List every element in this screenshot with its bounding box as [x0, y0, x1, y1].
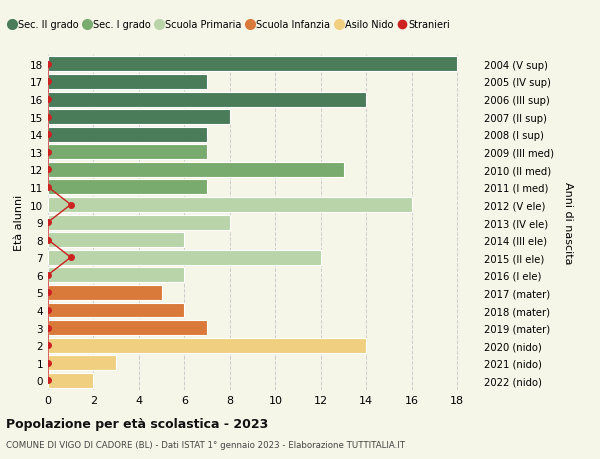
- Bar: [48, 268, 184, 283]
- Bar: [48, 215, 230, 230]
- Bar: [48, 250, 321, 265]
- Y-axis label: Anni di nascita: Anni di nascita: [563, 181, 572, 264]
- Bar: [48, 303, 184, 318]
- Bar: [48, 356, 116, 370]
- Bar: [48, 373, 94, 388]
- Text: Popolazione per età scolastica - 2023: Popolazione per età scolastica - 2023: [6, 417, 268, 430]
- Bar: [48, 180, 207, 195]
- Bar: [48, 233, 184, 247]
- Bar: [48, 145, 207, 160]
- Bar: [48, 338, 367, 353]
- Bar: [48, 198, 412, 213]
- Bar: [48, 110, 230, 125]
- Y-axis label: Età alunni: Età alunni: [14, 195, 25, 251]
- Bar: [48, 285, 161, 300]
- Legend: Sec. II grado, Sec. I grado, Scuola Primaria, Scuola Infanzia, Asilo Nido, Stran: Sec. II grado, Sec. I grado, Scuola Prim…: [5, 17, 454, 34]
- Bar: [48, 320, 207, 336]
- Bar: [48, 75, 207, 90]
- Bar: [48, 162, 344, 178]
- Bar: [48, 57, 457, 72]
- Bar: [48, 92, 367, 107]
- Text: COMUNE DI VIGO DI CADORE (BL) - Dati ISTAT 1° gennaio 2023 - Elaborazione TUTTIT: COMUNE DI VIGO DI CADORE (BL) - Dati IST…: [6, 440, 405, 449]
- Bar: [48, 128, 207, 142]
